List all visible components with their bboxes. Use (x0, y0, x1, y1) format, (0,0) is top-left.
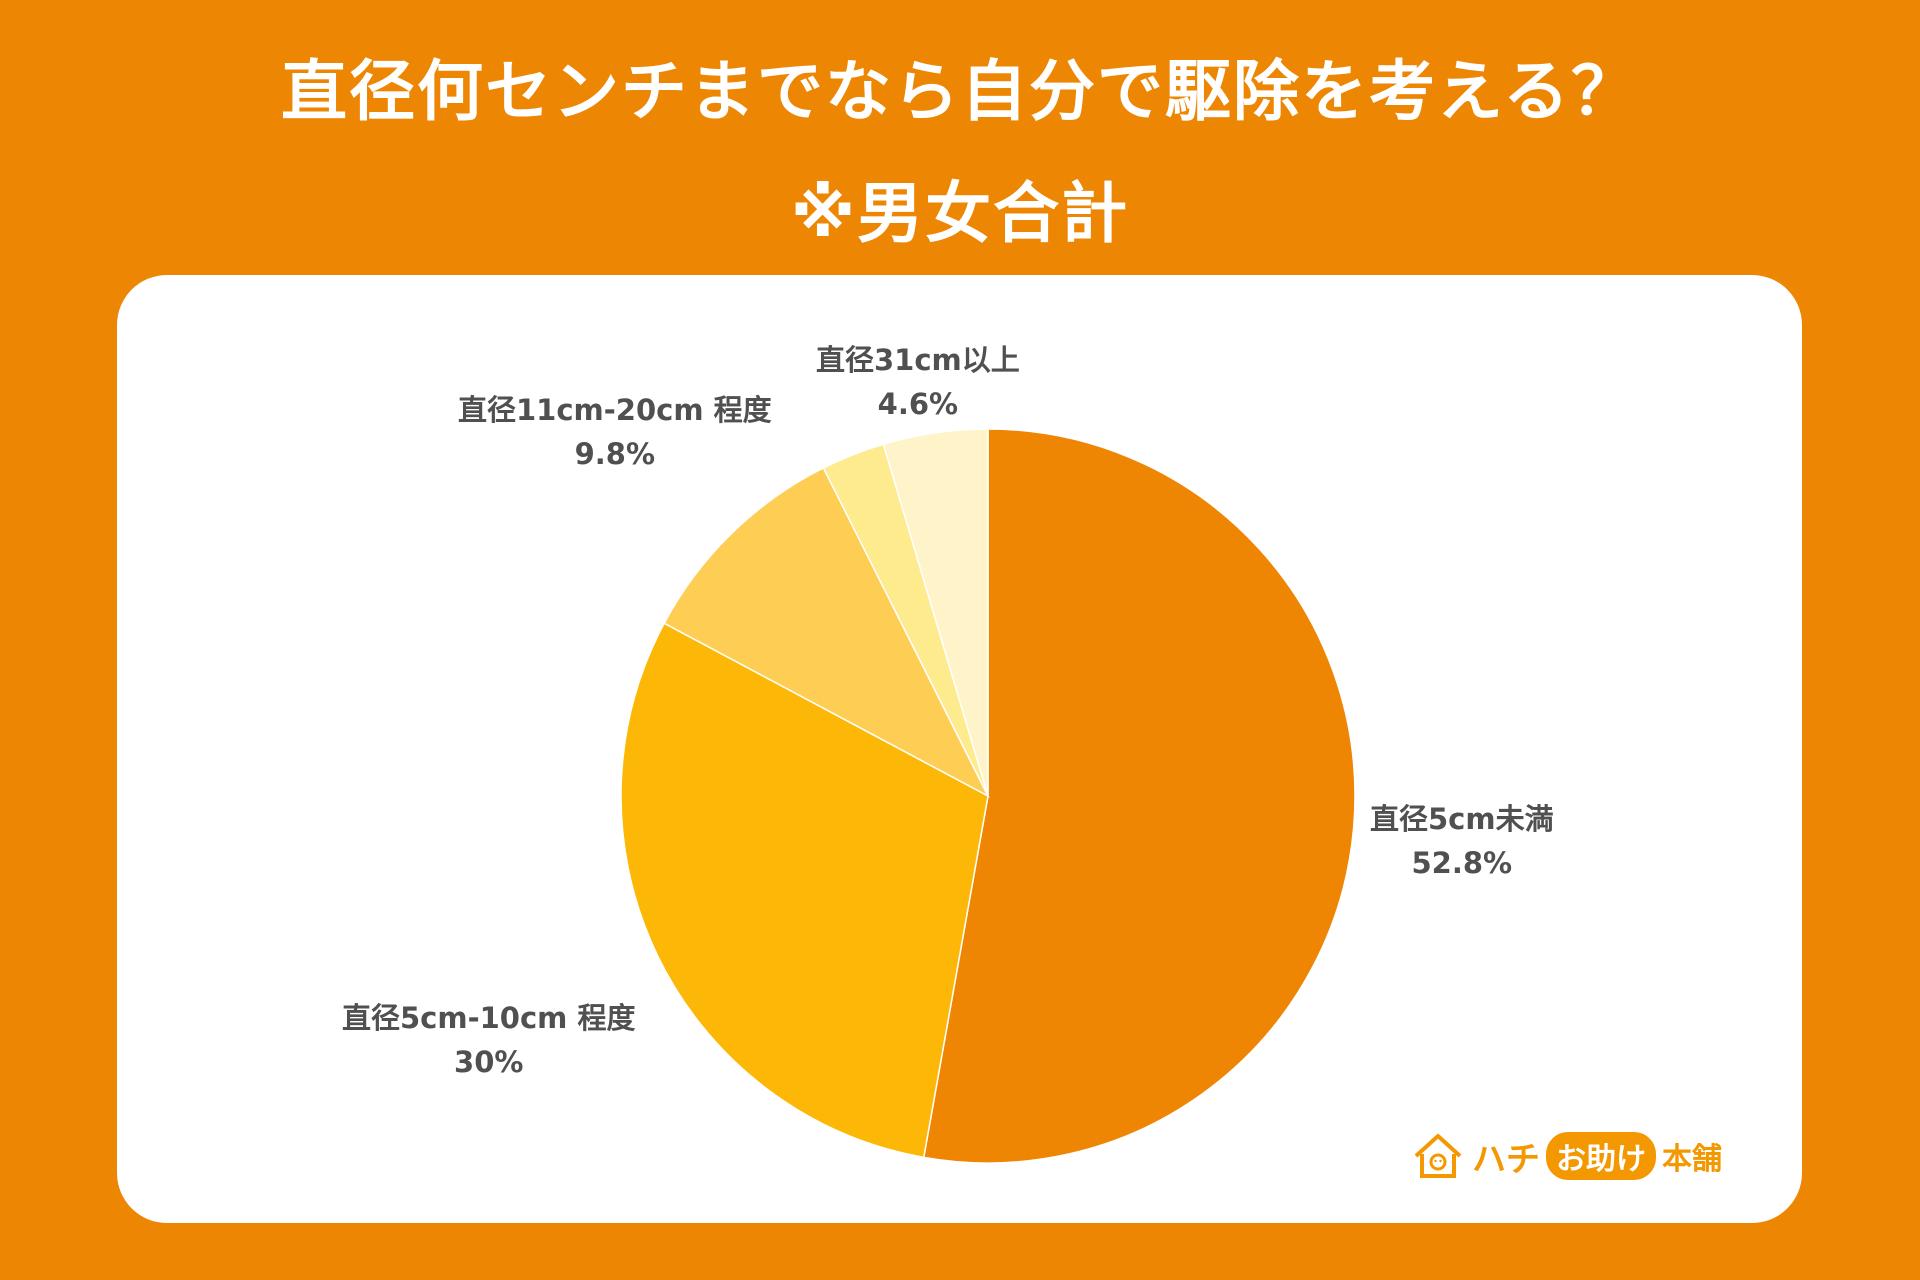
slice-5-10cm (620, 622, 989, 1159)
slice-under-5cm (922, 428, 1356, 1164)
logo-text-honpo: 本舗 (1662, 1142, 1722, 1177)
label-31cm-over: 直径31cm以上 4.6% (816, 338, 1020, 426)
label-31cm-over-category: 直径31cm以上 (816, 343, 1020, 377)
slice-11-20cm (663, 466, 990, 798)
label-under-5cm-category: 直径5cm未満 (1370, 802, 1554, 836)
label-11-20cm-category: 直径11cm-20cm 程度 (458, 393, 772, 427)
label-under-5cm-value: 52.8% (1411, 846, 1513, 880)
label-5-10cm-value: 30% (454, 1045, 524, 1079)
label-11-20cm: 直径11cm-20cm 程度 9.8% (458, 388, 772, 476)
label-31cm-over-value: 4.6% (877, 387, 959, 421)
logo-text-hachi: ハチ (1472, 1139, 1540, 1180)
chart-title: 直径何センチまでなら自分で駆除を考える？ (280, 53, 1640, 130)
label-5-10cm: 直径5cm-10cm 程度 30% (342, 996, 635, 1084)
label-5-10cm-category: 直径5cm-10cm 程度 (342, 1001, 636, 1035)
slice-31cm-over (882, 428, 989, 797)
logo-text-otasuke: お助け (1546, 1132, 1656, 1180)
label-under-5cm: 直径5cm未満 52.8% (1370, 797, 1554, 885)
chart-subtitle: ※男女合計 (790, 175, 1130, 252)
label-11-20cm-value: 9.8% (574, 437, 656, 471)
brand-logo: ハチ お助け 本舗 (1410, 1128, 1722, 1184)
house-icon (1414, 1134, 1462, 1178)
